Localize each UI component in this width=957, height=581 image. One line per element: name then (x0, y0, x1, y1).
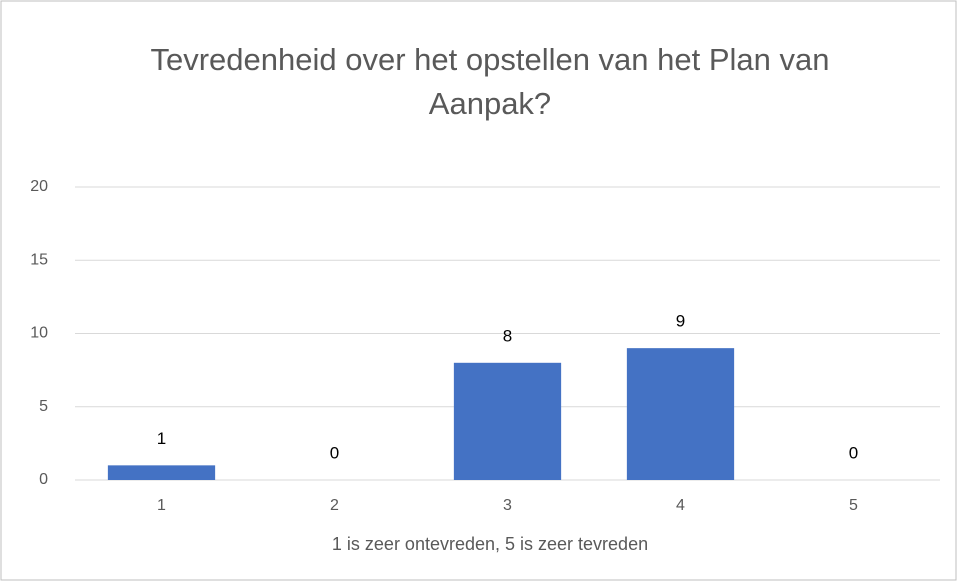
x-tick-label: 2 (330, 497, 339, 514)
bar (107, 465, 216, 480)
y-tick-label: 10 (30, 325, 48, 342)
data-label: 0 (330, 443, 339, 462)
y-tick-label: 20 (30, 178, 48, 195)
data-label: 1 (157, 429, 166, 448)
y-tick-label: 15 (30, 251, 48, 268)
bar (453, 362, 562, 480)
y-tick-label: 0 (39, 471, 48, 488)
x-axis-label: 1 is zeer ontevreden, 5 is zeer tevreden (332, 534, 648, 554)
data-label: 0 (849, 443, 858, 462)
x-tick-label: 5 (849, 497, 858, 514)
x-tick-label: 3 (503, 497, 512, 514)
chart-title: Tevredenheid over het opstellen van het … (150, 42, 829, 121)
bar (626, 348, 735, 480)
y-tick-label: 5 (39, 398, 48, 415)
x-tick-label: 4 (676, 497, 685, 514)
x-tick-label: 1 (157, 497, 166, 514)
data-label: 9 (676, 312, 685, 331)
data-label: 8 (503, 326, 512, 345)
